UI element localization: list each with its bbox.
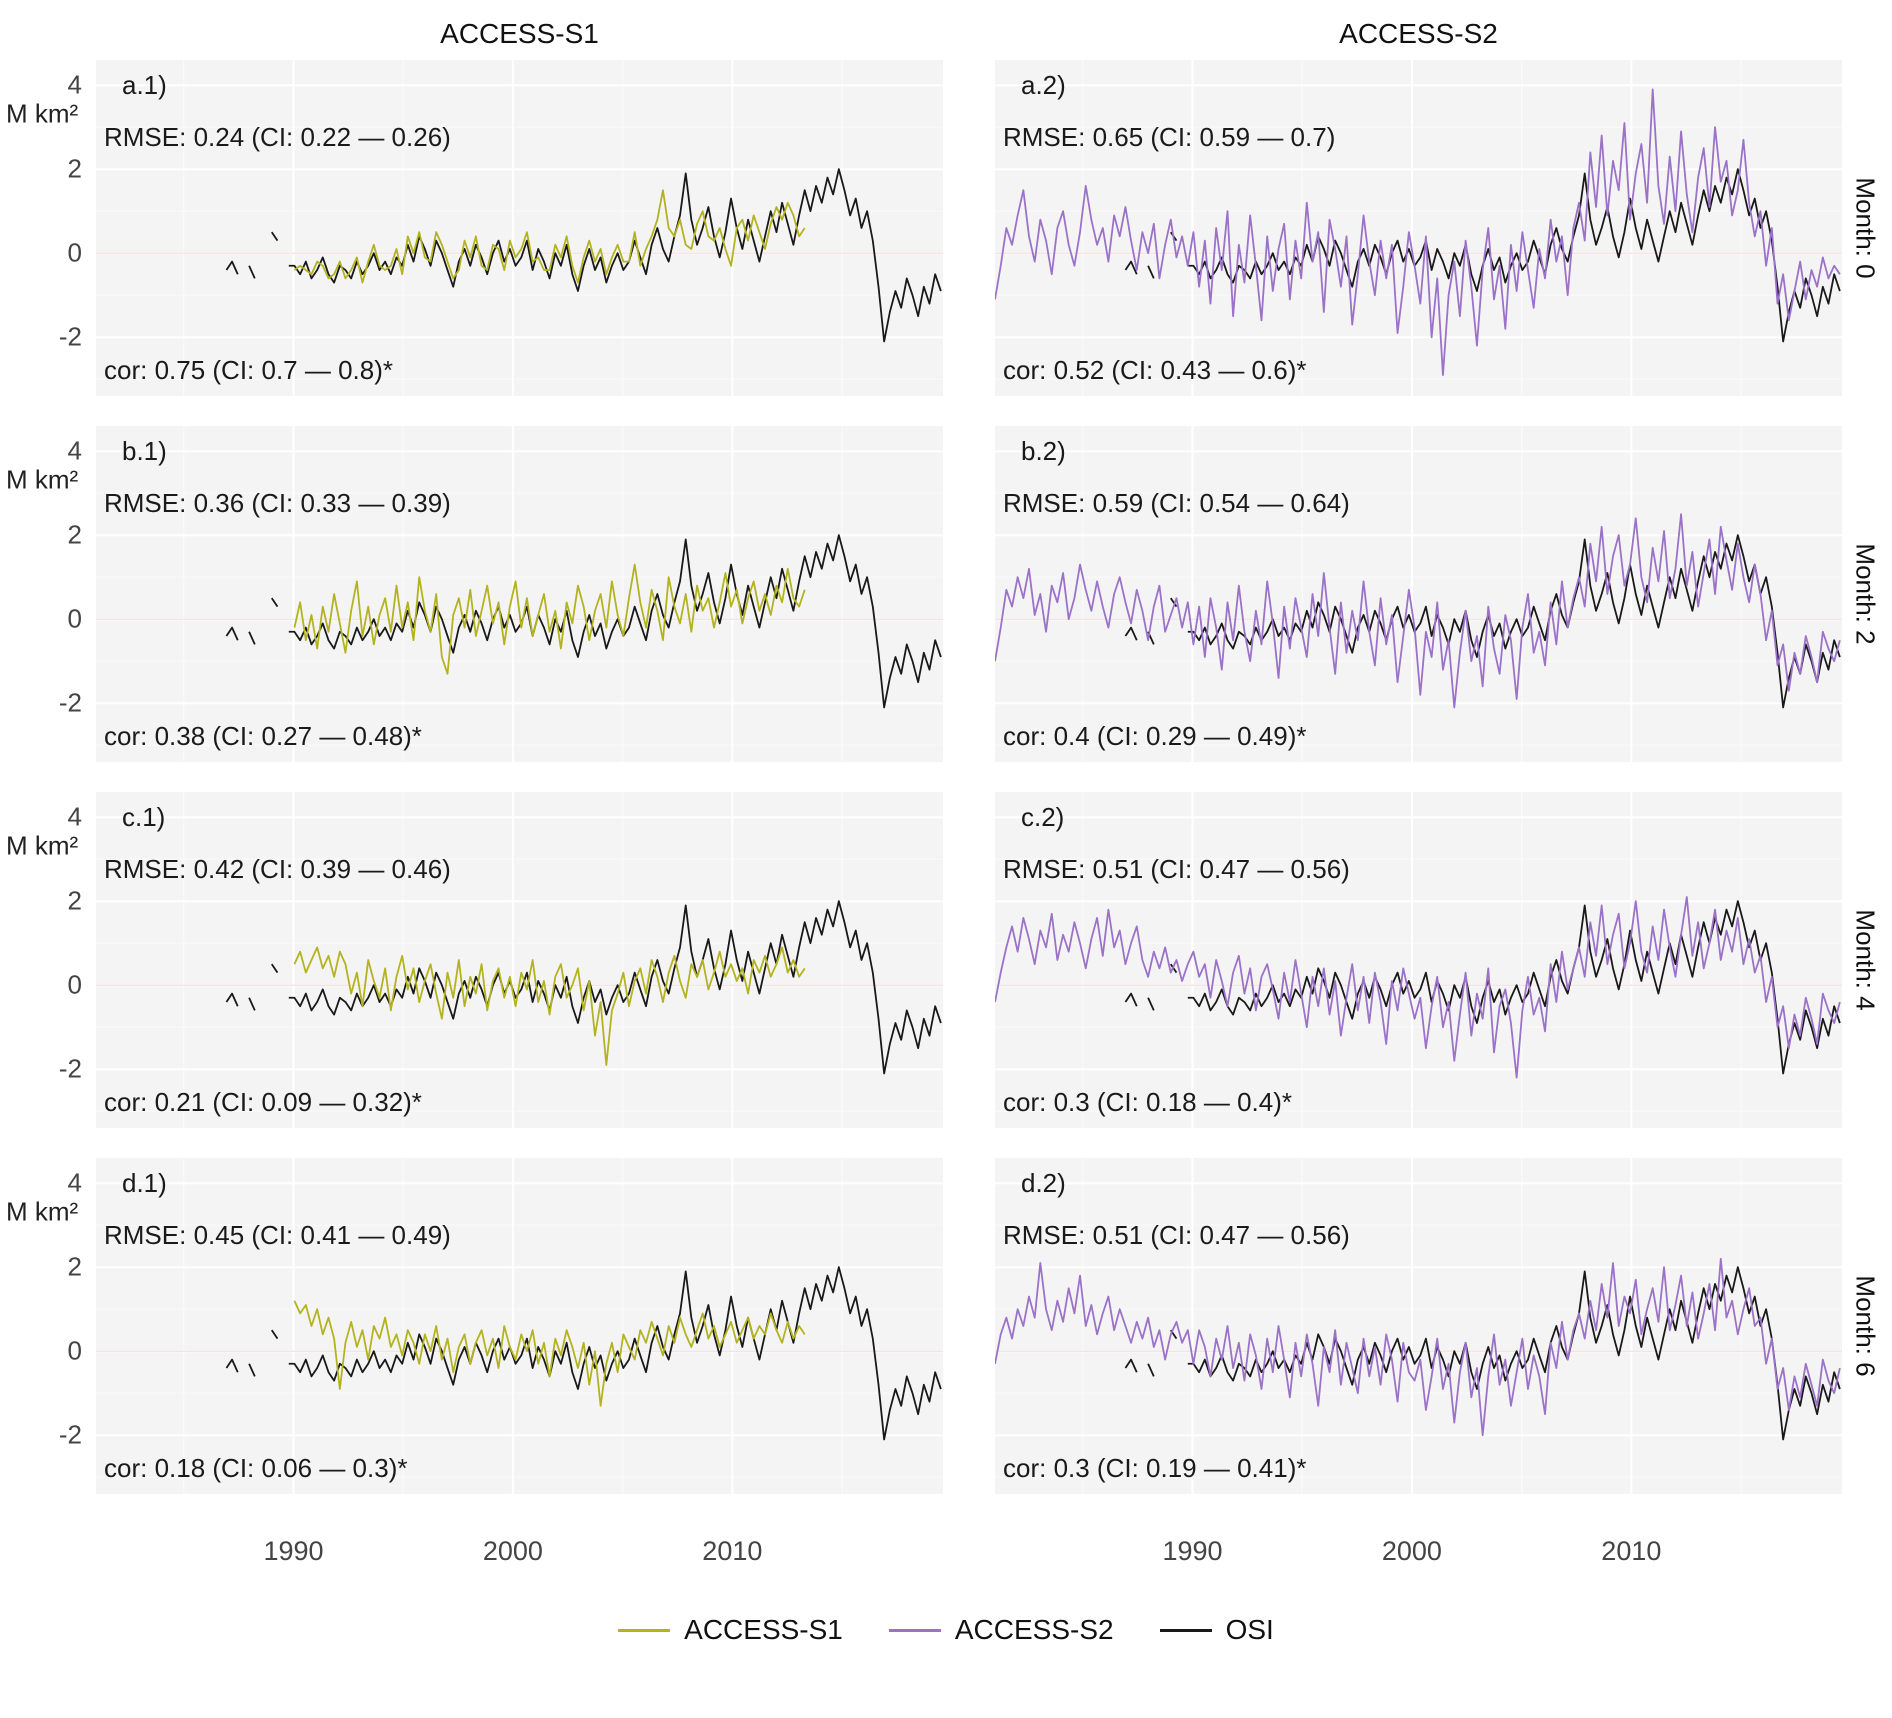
line-chart [995,426,1842,762]
panel-b2: b.2) RMSE: 0.59 (CI: 0.54 — 0.64) cor: 0… [995,426,1842,762]
legend-swatch-access-s1 [618,1628,671,1632]
facet-strip-month-6: Month: 6 [1842,1158,1888,1494]
panel-label: d.1) [122,1168,167,1198]
x-axis-left: 1990 2000 2010 [96,1524,943,1580]
facet-row-month-2: 4 2 0 -2 M km² b.1) RMSE: 0.36 (CI: 0.33 — 0… [4,426,1888,762]
y-axis-title: M km² [6,830,79,861]
y-axis-gutter: 4 2 0 -2 M km² [4,792,96,1128]
y-axis-gutter: 4 2 0 -2 M km² [4,426,96,762]
legend-swatch-osi [1159,1628,1212,1632]
facet-strip-month-0: Month: 0 [1842,60,1888,396]
y-tick-label: 4 [67,69,82,100]
panel-label: c.1) [122,802,166,832]
y-tick-label: 2 [67,885,82,916]
rmse-annotation: RMSE: 0.65 (CI: 0.59 — 0.7) [1003,122,1336,152]
y-axis-title: M km² [6,1196,79,1227]
cor-annotation: cor: 0.75 (CI: 0.7 — 0.8)* [104,355,394,385]
cor-annotation: cor: 0.4 (CI: 0.29 — 0.49)* [1003,721,1307,751]
facet-strip-label: Month: 2 [1850,543,1881,645]
panel-a2: a.2) RMSE: 0.65 (CI: 0.59 — 0.7) cor: 0.… [995,60,1842,396]
y-tick-label: 4 [67,1167,82,1198]
panel-d2: d.2) RMSE: 0.51 (CI: 0.47 — 0.56) cor: 0… [995,1158,1842,1494]
column-titles: ACCESS-S1 ACCESS-S2 [4,8,1888,60]
facet-strip-label: Month: 0 [1850,177,1881,279]
rmse-annotation: RMSE: 0.24 (CI: 0.22 — 0.26) [104,122,451,152]
facet-strip-month-4: Month: 4 [1842,792,1888,1128]
line-chart [96,426,943,762]
rmse-annotation: RMSE: 0.42 (CI: 0.39 — 0.46) [104,854,451,884]
line-chart [995,792,1842,1128]
x-tick-label: 2000 [1381,1536,1442,1566]
facet-row-month-6: 4 2 0 -2 M km² d.1) RMSE: 0.45 (CI: 0.41 — 0… [4,1158,1888,1494]
column-title-access-s2: ACCESS-S2 [1339,18,1498,49]
legend: ACCESS-S1 ACCESS-S2 OSI [4,1614,1888,1646]
x-tick-label: 1990 [1162,1536,1223,1566]
y-tick-label: 0 [67,603,82,634]
cor-annotation: cor: 0.3 (CI: 0.19 — 0.41)* [1003,1453,1307,1483]
y-tick-label: -2 [58,321,82,352]
panel-c1: c.1) RMSE: 0.42 (CI: 0.39 — 0.46) cor: 0… [96,792,943,1128]
x-axis-row: 1990 2000 2010 1990 2000 2010 [4,1524,1888,1580]
facet-row-month-0: 4 2 0 -2 M km² a.1) RMSE: 0.24 (CI: 0.22 — 0… [4,60,1888,396]
panel-a1: a.1) RMSE: 0.24 (CI: 0.22 — 0.26) cor: 0… [96,60,943,396]
panel-label: b.1) [122,436,167,466]
cor-annotation: cor: 0.38 (CI: 0.27 — 0.48)* [104,721,422,751]
faceted-time-series-figure: ACCESS-S1 ACCESS-S2 4 2 0 -2 M km² a.1) RMSE… [4,8,1888,1646]
line-chart [96,1158,943,1494]
y-axis-gutter: 4 2 0 -2 M km² [4,60,96,396]
x-tick-label: 1990 [263,1536,324,1566]
legend-item-access-s2: ACCESS-S2 [888,1614,1114,1646]
facet-strip-label: Month: 6 [1850,1275,1881,1377]
y-axis-title: M km² [6,98,79,129]
panel-label: a.2) [1021,70,1066,100]
facet-strip-month-2: Month: 2 [1842,426,1888,762]
legend-swatch-access-s2 [888,1628,941,1632]
panel-label: c.2) [1021,802,1065,832]
y-axis-gutter: 4 2 0 -2 M km² [4,1158,96,1494]
line-chart [96,60,943,396]
legend-label: ACCESS-S1 [684,1614,843,1645]
panel-b1: b.1) RMSE: 0.36 (CI: 0.33 — 0.39) cor: 0… [96,426,943,762]
y-tick-label: 4 [67,435,82,466]
cor-annotation: cor: 0.21 (CI: 0.09 — 0.32)* [104,1087,422,1117]
y-tick-label: 2 [67,1251,82,1282]
legend-label: OSI [1225,1614,1274,1645]
y-tick-label: 0 [67,237,82,268]
panel-label: a.1) [122,70,167,100]
y-tick-label: -2 [58,1419,82,1450]
x-tick-label: 2000 [482,1536,543,1566]
panel-d1: d.1) RMSE: 0.45 (CI: 0.41 — 0.49) cor: 0… [96,1158,943,1494]
rmse-annotation: RMSE: 0.36 (CI: 0.33 — 0.39) [104,488,451,518]
y-tick-label: -2 [58,1053,82,1084]
x-tick-label: 2010 [702,1536,763,1566]
cor-annotation: cor: 0.3 (CI: 0.18 — 0.4)* [1003,1087,1293,1117]
rmse-annotation: RMSE: 0.51 (CI: 0.47 — 0.56) [1003,1220,1350,1250]
legend-item-osi: OSI [1159,1614,1274,1646]
rmse-annotation: RMSE: 0.45 (CI: 0.41 — 0.49) [104,1220,451,1250]
rmse-annotation: RMSE: 0.59 (CI: 0.54 — 0.64) [1003,488,1350,518]
legend-label: ACCESS-S2 [954,1614,1114,1645]
rmse-annotation: RMSE: 0.51 (CI: 0.47 — 0.56) [1003,854,1350,884]
y-tick-label: 0 [67,1335,82,1366]
x-tick-label: 2010 [1601,1536,1662,1566]
column-title-access-s1: ACCESS-S1 [440,18,599,49]
y-tick-label: -2 [58,687,82,718]
line-chart [995,60,1842,396]
line-chart [995,1158,1842,1494]
facet-row-month-4: 4 2 0 -2 M km² c.1) RMSE: 0.42 (CI: 0.39 — 0… [4,792,1888,1128]
panel-label: d.2) [1021,1168,1066,1198]
cor-annotation: cor: 0.52 (CI: 0.43 — 0.6)* [1003,355,1307,385]
y-tick-label: 4 [67,801,82,832]
y-tick-label: 2 [67,153,82,184]
x-axis-right: 1990 2000 2010 [995,1524,1842,1580]
cor-annotation: cor: 0.18 (CI: 0.06 — 0.3)* [104,1453,408,1483]
legend-item-access-s1: ACCESS-S1 [618,1614,843,1646]
y-tick-label: 2 [67,519,82,550]
y-axis-title: M km² [6,464,79,495]
line-chart [96,792,943,1128]
facet-strip-label: Month: 4 [1850,909,1881,1011]
panel-c2: c.2) RMSE: 0.51 (CI: 0.47 — 0.56) cor: 0… [995,792,1842,1128]
y-tick-label: 0 [67,969,82,1000]
panel-label: b.2) [1021,436,1066,466]
